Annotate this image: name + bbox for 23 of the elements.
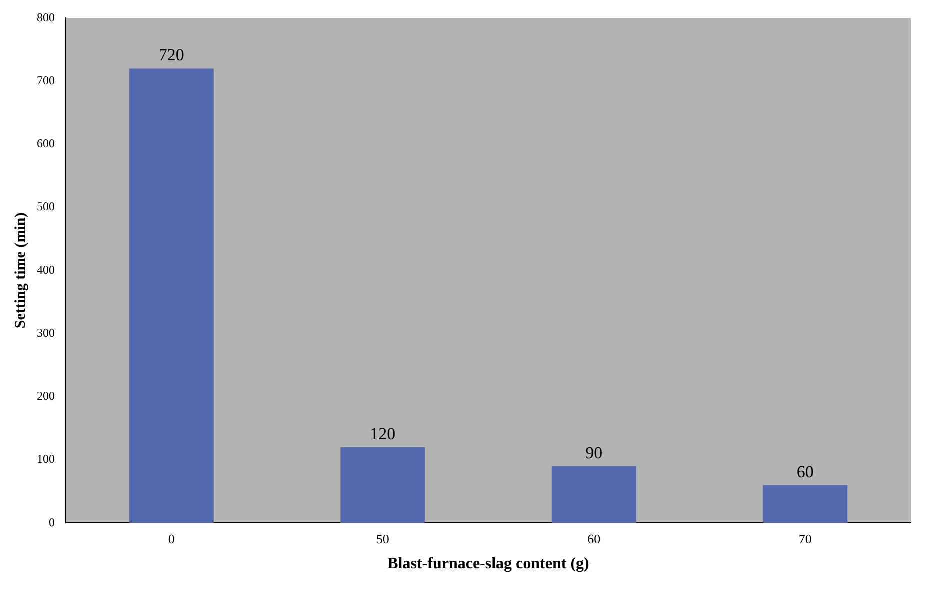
y-tick-label: 100 (37, 452, 55, 466)
y-tick-label: 800 (37, 10, 55, 24)
y-tick-label: 300 (37, 326, 55, 340)
x-tick-label: 60 (588, 531, 601, 546)
data-label: 720 (158, 46, 184, 65)
y-tick-label: 600 (37, 136, 55, 151)
y-tick-label: 700 (37, 73, 55, 88)
bar (552, 466, 636, 524)
x-tick-label: 0 (168, 531, 175, 546)
x-tick-label: 50 (376, 531, 390, 546)
bar (340, 447, 426, 524)
data-label: 60 (796, 462, 814, 482)
data-label: 120 (370, 424, 396, 444)
data-label: 90 (586, 443, 603, 462)
x-axis-title: Blast-furnace-slag content (g) (388, 556, 590, 573)
bar (763, 485, 848, 524)
bar (129, 68, 214, 524)
y-tick-label: 200 (37, 389, 55, 404)
y-tick-label: 500 (37, 200, 55, 214)
y-tick-label: 400 (37, 262, 55, 277)
x-tick-label: 70 (798, 531, 812, 546)
y-axis-title: Setting time (min) (12, 212, 29, 329)
y-tick-label: 0 (49, 515, 55, 530)
